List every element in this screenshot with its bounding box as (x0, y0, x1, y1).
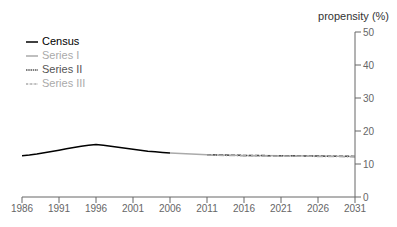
svg-text:2031: 2031 (344, 203, 367, 214)
html-text:Series I: Series I (42, 49, 80, 62)
svg-text:20: 20 (363, 126, 375, 137)
svg-text:2001: 2001 (122, 203, 145, 214)
svg-text:10: 10 (363, 159, 375, 170)
svg-text:40: 40 (363, 60, 375, 71)
svg-text:2021: 2021 (270, 203, 293, 214)
svg-text:0: 0 (363, 192, 369, 203)
svg-text:2011: 2011 (196, 203, 218, 214)
html-text:Series III: Series III (42, 77, 86, 90)
html-text:Census: Census (42, 35, 80, 47)
svg-text:1991: 1991 (48, 203, 71, 214)
svg-text:1996: 1996 (85, 203, 108, 214)
svg-text:2026: 2026 (307, 203, 330, 214)
html-text:propensity (%): propensity (%) (318, 10, 389, 22)
svg-text:30: 30 (363, 93, 375, 104)
svg-text:1986: 1986 (11, 203, 34, 214)
html-text:Series II: Series II (42, 63, 83, 76)
svg-text:2016: 2016 (233, 203, 256, 214)
svg-text:50: 50 (363, 27, 375, 38)
svg-text:2006: 2006 (159, 203, 182, 214)
